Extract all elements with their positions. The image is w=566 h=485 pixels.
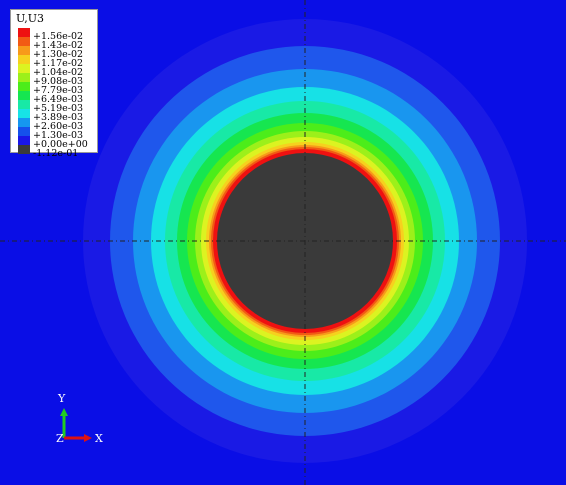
legend-label: -1.12e-01 — [33, 148, 79, 159]
legend-swatch — [18, 37, 30, 46]
legend-swatch — [18, 127, 30, 136]
legend-swatch — [18, 55, 30, 64]
legend-swatch — [18, 100, 30, 109]
legend-label: +1.04e-02 — [33, 67, 84, 78]
x-axis-arrowhead — [84, 434, 92, 442]
legend-label: +1.30e-02 — [33, 49, 84, 60]
y-axis-label: Y — [58, 392, 66, 405]
legend-swatch — [18, 73, 30, 82]
legend-label: +1.56e-02 — [33, 31, 84, 42]
y-axis-arrowhead — [60, 408, 68, 416]
z-axis-label: Z — [56, 432, 64, 445]
legend-label: +7.79e-03 — [33, 85, 84, 96]
axis-triad: Y Z X — [50, 392, 110, 450]
legend-swatch — [18, 136, 30, 145]
legend-swatch — [18, 28, 30, 37]
legend-label: +0.00e+00 — [33, 139, 88, 150]
legend-swatch — [18, 46, 30, 55]
legend-label: +6.49e-03 — [33, 94, 84, 105]
legend-swatch — [18, 64, 30, 73]
legend-swatch — [18, 91, 30, 100]
legend-swatch — [18, 82, 30, 91]
legend-title: U,U3 — [16, 12, 45, 25]
legend-swatch — [18, 118, 30, 127]
legend: U,U3 +1.56e-02 +1.43e-02 +1.30e-02 +1.17e-0… — [10, 9, 98, 159]
legend-label: +9.08e-03 — [33, 76, 84, 87]
legend-label: +3.89e-03 — [33, 112, 84, 123]
legend-label: +1.43e-02 — [33, 40, 84, 51]
x-axis-label: X — [95, 432, 103, 445]
legend-label: +2.60e-03 — [33, 121, 84, 132]
legend-label: +1.17e-02 — [33, 58, 84, 69]
legend-swatch — [18, 109, 30, 118]
legend-swatch — [18, 145, 30, 154]
legend-label: +5.19e-03 — [33, 103, 84, 114]
legend-label: +1.30e-03 — [33, 130, 84, 141]
